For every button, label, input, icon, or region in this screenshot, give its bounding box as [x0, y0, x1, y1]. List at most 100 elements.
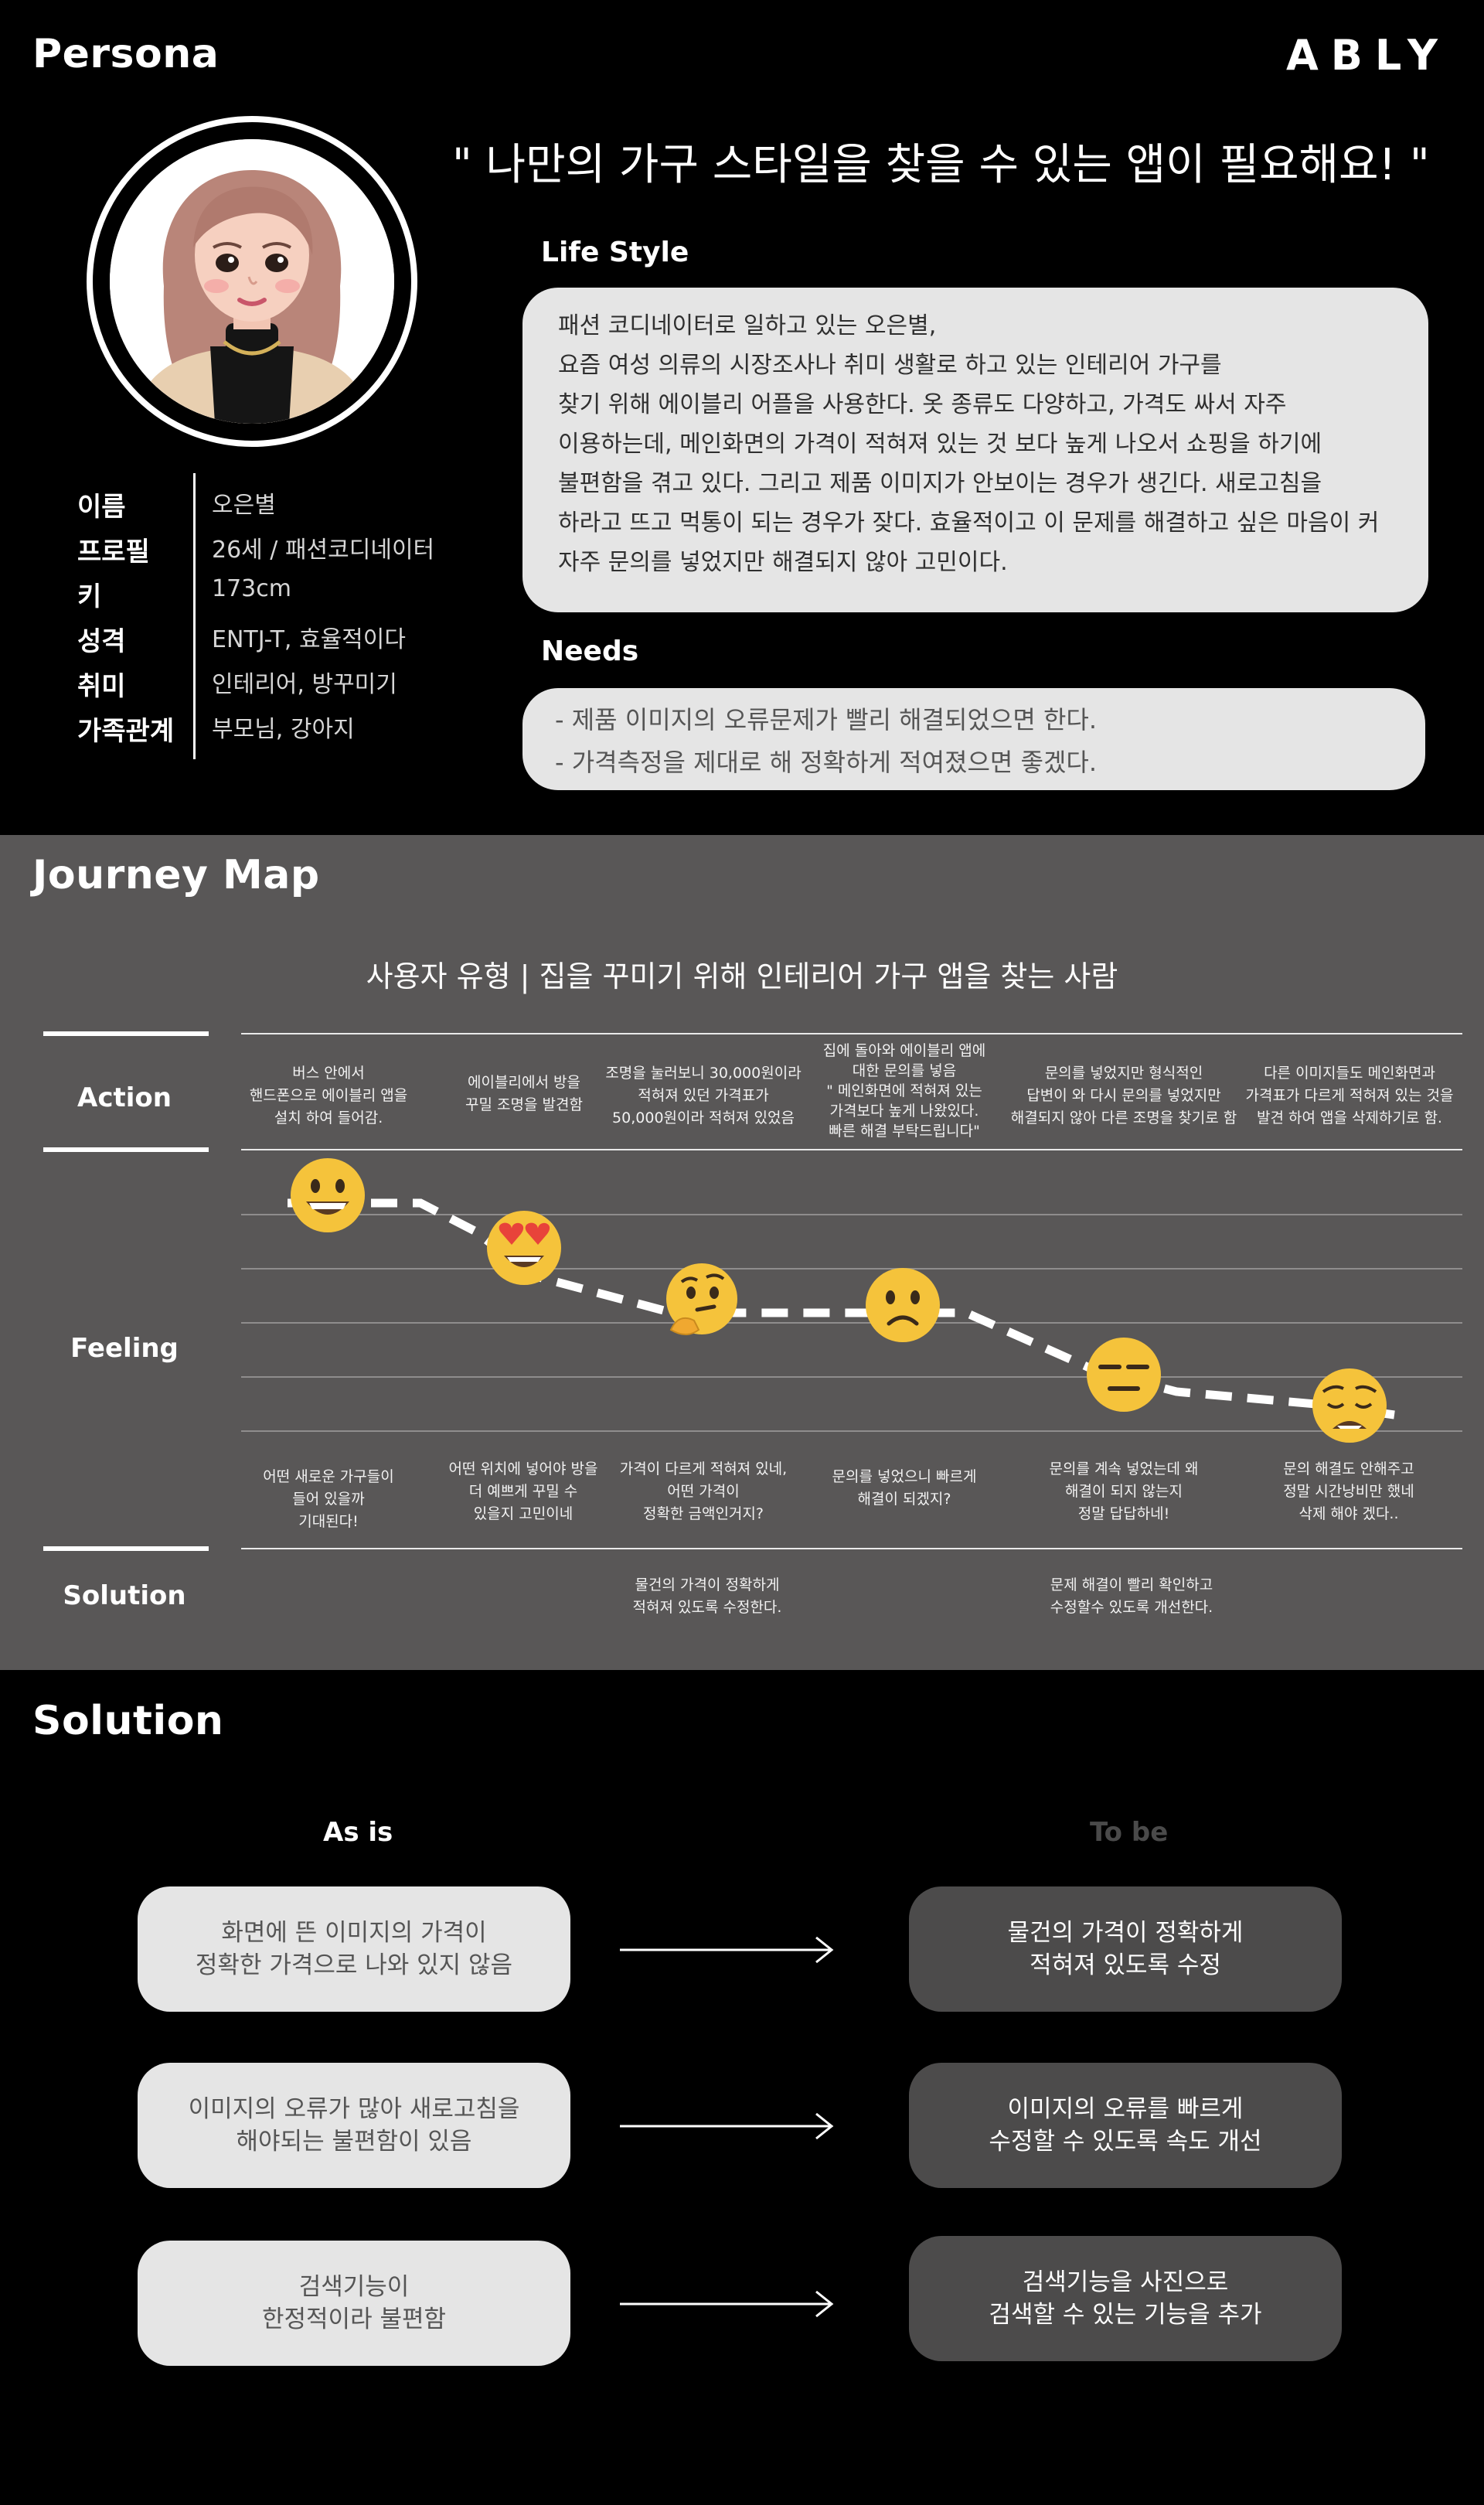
action-text: 집에 돌아와 에이블리 앱에 — [822, 1042, 986, 1059]
frowning-face-icon — [866, 1268, 940, 1342]
feeling-text: 문의 해결도 안해주고 — [1283, 1460, 1414, 1477]
feeling-grid-line — [241, 1376, 1462, 1378]
feeling-text: 해결이 되겠지? — [857, 1491, 951, 1508]
feeling-text: 문의를 계속 넣었는데 왜 — [1049, 1460, 1199, 1477]
action-text: 적혀져 있던 가격표가 — [638, 1087, 769, 1104]
feeling-cell-3: 가격이 다르게 적혀져 있네, 어떤 가격이 정확한 금액인거지? — [618, 1458, 788, 1525]
action-cell-2: 에이블리에서 방을 꾸밀 조명을 발견함 — [439, 1072, 609, 1116]
action-text: 해결되지 않아 다른 조명을 찾기로 함 — [1010, 1109, 1237, 1126]
lifestyle-line: 찾기 위해 에이블리 어플을 사용한다. 옷 종류도 다양하고, 가격도 싸서 … — [558, 391, 1287, 418]
feeling-text: 들어 있을까 — [292, 1491, 365, 1508]
heart-eyes-face-icon — [487, 1211, 561, 1285]
solution-text: 문제 해결이 빨리 확인하고 — [1050, 1576, 1213, 1593]
feeling-text: 정말 시간낭비만 했네 — [1283, 1483, 1414, 1500]
lifestyle-line: 패션 코디네이터로 일하고 있는 오은별, — [558, 312, 937, 339]
action-cell-5: 문의를 넣었지만 형식적인 답변이 와 다시 문의를 넣었지만 해결되지 않아 … — [1008, 1062, 1240, 1130]
action-text: 가격보다 높게 나왔있다. — [829, 1103, 979, 1120]
action-text: 핸드폰으로 에이블리 앱을 — [249, 1087, 408, 1104]
info-value-personality: ENTJ-T, 효율적이다 — [212, 626, 406, 653]
solution-cell-1: 물건의 가격이 정확하게 적혀져 있도록 수정한다. — [618, 1574, 796, 1619]
feeling-text: 어떤 새로운 가구들이 — [263, 1468, 394, 1485]
action-bottom-rule — [43, 1147, 209, 1152]
lifestyle-card: 패션 코디네이터로 일하고 있는 오은별, 요즘 여성 의류의 시장조사나 취미… — [522, 288, 1428, 612]
action-text: 에이블리에서 방을 — [468, 1074, 580, 1091]
info-label-height: 키 — [77, 581, 102, 612]
feeling-text: 정말 답답하네! — [1077, 1505, 1170, 1522]
lifestyle-line: 이용하는데, 메인화면의 가격이 적혀져 있는 것 보다 높게 나오서 쇼핑을 … — [558, 431, 1322, 458]
action-cell-6: 다른 이미지들도 메인화면과 가격표가 다르게 적혀져 있는 것을 발견 하여 … — [1235, 1062, 1464, 1130]
info-value-name: 오은별 — [212, 492, 276, 519]
persona-title: Persona — [32, 31, 220, 77]
lifestyle-line: 하라고 뜨고 먹통이 되는 경우가 잦다. 효율적이고 이 문제를 해결하고 싶… — [558, 510, 1380, 537]
feeling-cell-4: 문의를 넣었으니 빠르게 해결이 되겠지? — [819, 1466, 989, 1511]
grinning-face-icon — [291, 1158, 365, 1232]
feeling-text: 더 예쁘게 꾸밀 수 — [468, 1483, 578, 1500]
thinking-face-icon — [666, 1263, 737, 1335]
feeling-grid-line — [241, 1322, 1462, 1324]
feeling-text: 어떤 위치에 넣어야 방을 — [448, 1460, 598, 1477]
feeling-text: 해결이 되지 않는지 — [1065, 1483, 1183, 1500]
lifestyle-line: 자주 문의를 넣었지만 해결되지 않아 고민이다. — [558, 549, 1008, 576]
info-label-profile: 프로필 — [77, 537, 150, 567]
avatar — [87, 116, 417, 447]
asis-text: 검색기능이 — [298, 2273, 410, 2301]
tobe-text: 물건의 가격이 정확하게 — [1007, 1919, 1244, 1947]
arrow-right-icon — [620, 1936, 834, 1964]
info-label-name: 이름 — [77, 492, 126, 523]
action-top-line — [241, 1033, 1462, 1034]
feeling-text: 있을지 고민이네 — [473, 1505, 574, 1522]
avatar-portrait — [110, 139, 394, 424]
feeling-cell-6: 문의 해결도 안해주고 정말 시간낭비만 했네 삭제 해야 겠다.. — [1260, 1458, 1438, 1525]
asis-card: 이미지의 오류가 많아 새로고침을 해야되는 불편함이 있음 — [138, 2063, 570, 2188]
asis-text: 해야되는 불편함이 있음 — [236, 2128, 472, 2156]
feeling-grid-line — [241, 1214, 1462, 1215]
action-text: 조명을 눌러보니 30,000원이라 — [605, 1065, 802, 1082]
info-value-hobby: 인테리어, 방꾸미기 — [212, 671, 397, 698]
action-text: 답변이 와 다시 문의를 넣었지만 — [1026, 1087, 1221, 1104]
info-label-hobby: 취미 — [77, 671, 126, 702]
arrow-right-icon — [620, 2290, 834, 2318]
tobe-text: 적혀져 있도록 수정 — [1030, 1951, 1221, 1979]
feeling-text: 어떤 가격이 — [667, 1483, 740, 1500]
action-top-rule — [43, 1031, 209, 1036]
action-text: 50,000원이라 적혀져 있었음 — [612, 1109, 795, 1126]
action-cell-1: 버스 안에서 핸드폰으로 에이블리 앱을 설치 하여 들어감. — [243, 1062, 414, 1130]
feeling-bottom-rule — [43, 1546, 209, 1551]
weary-face-icon — [1312, 1368, 1387, 1443]
action-text: 설치 하여 들어감. — [274, 1109, 383, 1126]
info-label-family: 가족관계 — [77, 716, 175, 747]
feeling-dashed-line — [288, 1198, 1395, 1420]
solution-text: 적혀져 있도록 수정한다. — [632, 1599, 782, 1616]
feeling-grid-line — [241, 1268, 1462, 1270]
needs-line: - 가격측정을 제대로 해 정확하게 적여졌으면 좋겠다. — [555, 748, 1097, 777]
tobe-card: 이미지의 오류를 빠르게 수정할 수 있도록 속도 개선 — [909, 2063, 1342, 2188]
persona-quote: " 나만의 가구 스타일을 찾을 수 있는 앱이 필요해요! " — [452, 140, 1430, 190]
action-cell-3: 조명을 눌러보니 30,000원이라 적혀져 있던 가격표가 50,000원이라… — [603, 1062, 804, 1130]
action-text: 꾸밀 조명을 발견함 — [465, 1096, 583, 1113]
tobe-text: 검색할 수 있는 기능을 추가 — [989, 2301, 1262, 2329]
arrow-right-icon — [620, 2112, 834, 2140]
feeling-cell-2: 어떤 위치에 넣어야 방을 더 예쁘게 꾸밀 수 있을지 고민이네 — [434, 1458, 612, 1525]
tobe-card: 검색기능을 사진으로 검색할 수 있는 기능을 추가 — [909, 2236, 1342, 2361]
expressionless-face-icon — [1087, 1338, 1161, 1412]
tobe-heading: To be — [1090, 1817, 1169, 1848]
persona-section: Persona ABLY — [0, 0, 1484, 835]
row-label-action: Action — [77, 1082, 172, 1113]
lifestyle-line: 불편함을 겪고 있다. 그리고 제품 이미지가 안보이는 경우가 생긴다. 새로… — [558, 470, 1322, 497]
asis-text: 화면에 뜬 이미지의 가격이 — [221, 1919, 487, 1947]
asis-text: 한정적이라 불편함 — [261, 2306, 446, 2333]
action-cell-4: 집에 돌아와 에이블리 앱에 대한 문의를 넣음 " 메인화면에 적혀져 있는 … — [812, 1041, 997, 1141]
journey-title: Journey Map — [32, 852, 320, 898]
action-text: 문의를 넣었지만 형식적인 — [1044, 1065, 1203, 1082]
feeling-cell-5: 문의를 계속 넣었는데 왜 해결이 되지 않는지 정말 답답하네! — [1031, 1458, 1217, 1525]
tobe-text: 이미지의 오류를 빠르게 — [1007, 2095, 1244, 2123]
tobe-card: 물건의 가격이 정확하게 적혀져 있도록 수정 — [909, 1886, 1342, 2012]
action-text: " 메인화면에 적혀져 있는 — [826, 1082, 982, 1099]
asis-card: 검색기능이 한정적이라 불편함 — [138, 2241, 570, 2366]
solution-text: 수정할수 있도록 개선한다. — [1050, 1599, 1213, 1616]
lifestyle-title: Life Style — [541, 237, 689, 268]
needs-line: - 제품 이미지의 오류문제가 빨리 해결되었으면 한다. — [555, 705, 1097, 734]
needs-title: Needs — [541, 636, 639, 667]
feeling-text: 가격이 다르게 적혀져 있네, — [619, 1460, 788, 1477]
